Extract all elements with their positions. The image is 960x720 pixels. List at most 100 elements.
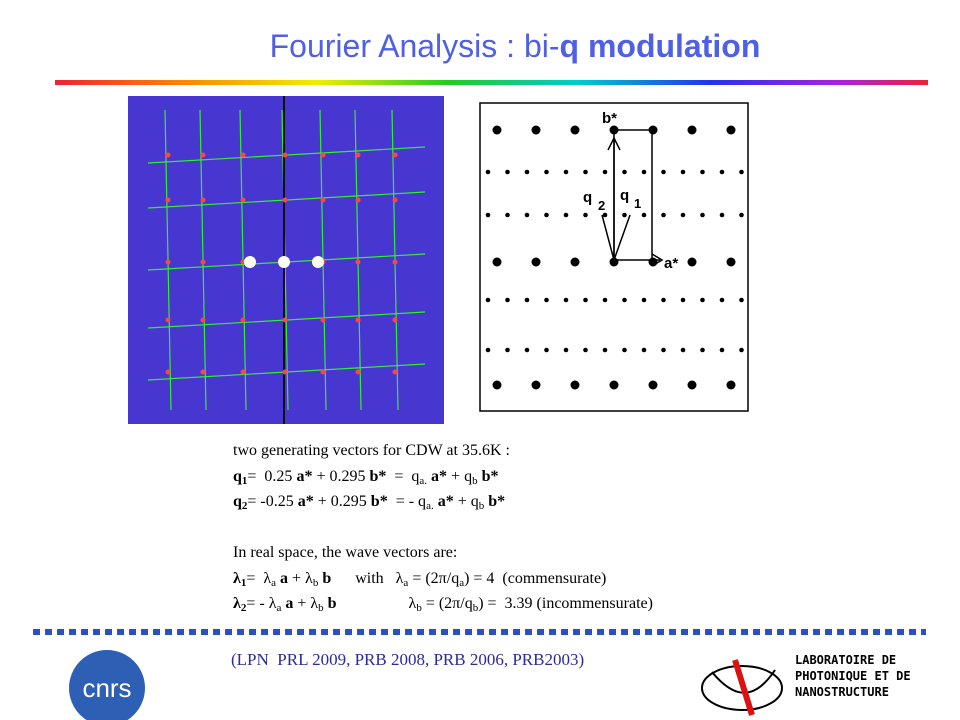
title-plain: Fourier Analysis : bi- <box>269 28 560 64</box>
bright-spot <box>278 256 290 268</box>
lattice-dot <box>583 347 588 353</box>
lattice-dot <box>492 257 502 267</box>
lattice-dot <box>739 169 744 175</box>
lattice-dot <box>622 169 627 175</box>
spot <box>282 152 288 158</box>
text-run: b <box>312 576 319 589</box>
title-bold: q modulation <box>559 28 761 64</box>
lattice-points <box>485 125 744 390</box>
arrowhead <box>607 136 621 151</box>
text-run: a <box>271 576 277 589</box>
text-run: a* <box>296 467 313 485</box>
spot <box>355 369 361 375</box>
lattice-dot <box>583 212 588 218</box>
spot <box>200 317 206 323</box>
spot <box>392 197 398 203</box>
lab-line: NANOSTRUCTURE <box>795 685 889 699</box>
text-run: b <box>318 602 324 614</box>
lattice-dot <box>492 125 502 135</box>
lattice-dot <box>485 297 491 303</box>
spot <box>392 369 398 375</box>
text-run: ) = 3.39 (incommensurate) <box>478 595 653 612</box>
diagram-labels: b* q 2 q 1 a* <box>583 110 678 272</box>
text-run: b <box>472 474 478 487</box>
spot <box>165 317 171 323</box>
text-run: = - q <box>387 493 427 510</box>
lattice-dot <box>648 380 658 390</box>
lab-logo <box>701 659 783 716</box>
lattice-dot <box>531 125 541 135</box>
lattice-dot <box>739 347 744 353</box>
text-run: ) = 4 (commensurate) <box>464 569 607 587</box>
spot <box>355 152 361 158</box>
text-run: a* <box>433 493 454 510</box>
lattice-dot <box>524 169 530 175</box>
text-run: 1 <box>240 576 247 589</box>
spot <box>282 197 288 203</box>
lattice-dot <box>602 212 608 218</box>
text-run: q <box>233 493 242 510</box>
lattice-dot <box>602 169 608 175</box>
lattice-dot <box>505 212 510 218</box>
text-run: λ <box>233 569 241 587</box>
spot <box>355 317 361 323</box>
lattice-dot <box>719 297 725 303</box>
lattice-dot <box>739 212 744 218</box>
text-line: q1= 0.25 a* + 0.295 b* = qa. a* + qb b* <box>233 466 653 492</box>
label-q: q <box>583 189 592 206</box>
text-run: 2 <box>241 500 248 512</box>
text-run: + 0.295 <box>313 493 371 510</box>
lattice-dot <box>602 347 608 353</box>
text-run: b <box>323 595 337 612</box>
lattice-dot <box>641 169 647 175</box>
text-run: + λ <box>293 595 319 612</box>
rainbow-rule <box>55 80 928 85</box>
text-run: a <box>281 595 294 612</box>
spot <box>320 369 326 375</box>
text-run: b <box>416 602 422 614</box>
body-text: two generating vectors for CDW at 35.6K … <box>233 440 653 619</box>
text-run: two generating vectors for CDW at 35.6K … <box>233 442 510 459</box>
text-run: b* <box>484 493 506 510</box>
text-run: q <box>233 467 242 485</box>
text-run: = (2π/q <box>408 569 460 587</box>
text-run: = 0.25 <box>247 467 297 485</box>
arrow <box>601 214 615 261</box>
spot <box>200 259 206 265</box>
lattice-dot <box>648 125 658 135</box>
lattice-dot <box>661 347 666 353</box>
label-sub: 2 <box>598 198 605 213</box>
lattice-dot <box>505 347 510 353</box>
text-line: λ1= λa a + λb b with λa = (2π/qa) = 4 (c… <box>233 568 653 594</box>
lattice-dot <box>687 257 697 267</box>
lattice-dot <box>563 169 569 175</box>
lattice-dot <box>661 212 666 218</box>
lattice-dot <box>680 169 686 175</box>
spot <box>165 259 171 265</box>
logo-ring <box>701 665 783 711</box>
spot <box>355 197 361 203</box>
text-run: + q <box>447 467 473 485</box>
spot <box>392 259 398 265</box>
lattice-dot <box>563 212 569 218</box>
lattice-dot <box>563 297 569 303</box>
spot <box>392 317 398 323</box>
lattice-dot <box>680 297 686 303</box>
text-line <box>233 517 653 543</box>
text-run: b* <box>477 467 499 485</box>
lattice-dot <box>544 212 549 218</box>
text-run: a <box>276 602 282 614</box>
lattice-dot <box>505 297 510 303</box>
logo-mark <box>732 659 755 716</box>
lattice-dot <box>485 347 491 353</box>
text-run: + q <box>453 493 479 510</box>
text-run: λ <box>233 595 241 612</box>
text-run: = (2π/q <box>421 595 473 612</box>
text-run: a. <box>419 474 428 487</box>
lattice-dot <box>544 347 549 353</box>
text-run: b <box>318 569 332 587</box>
text-line: In real space, the wave vectors are: <box>233 542 653 568</box>
spot <box>200 197 206 203</box>
spot <box>355 259 361 265</box>
spot <box>200 369 206 375</box>
